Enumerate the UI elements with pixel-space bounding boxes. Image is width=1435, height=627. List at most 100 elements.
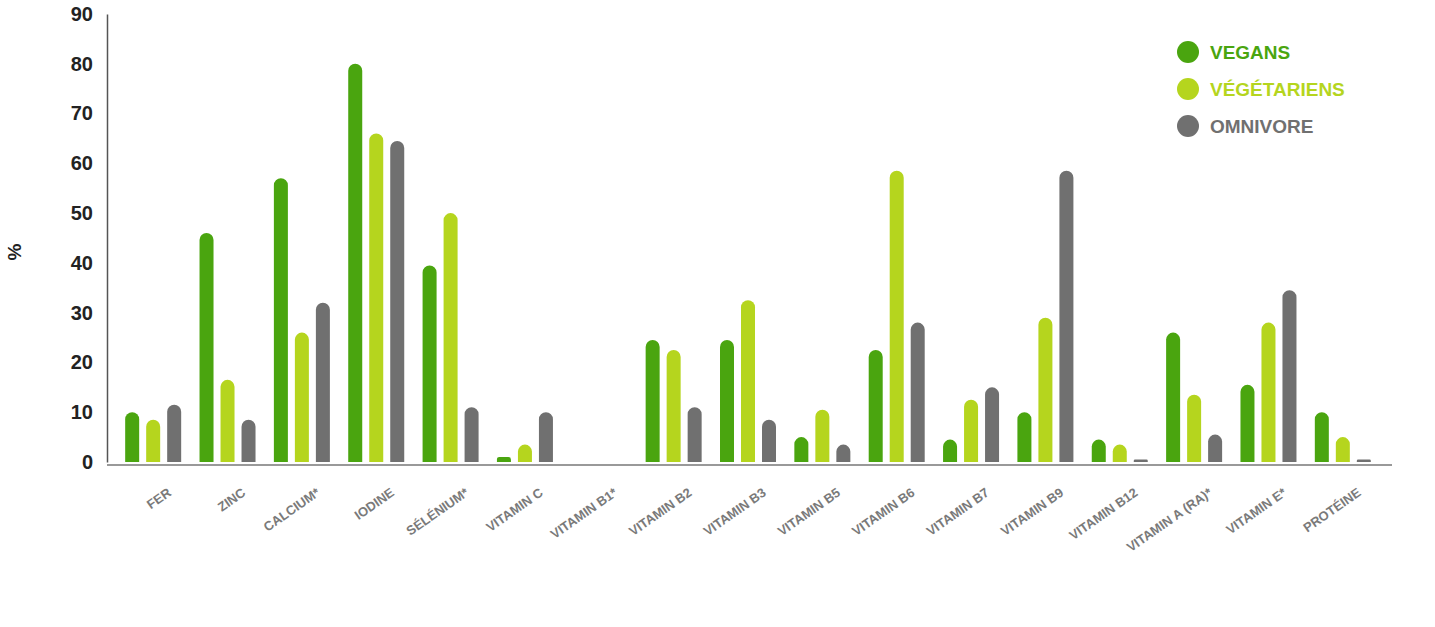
y-tick-label: 90: [71, 3, 93, 25]
bar: [1038, 318, 1052, 462]
x-tick: VITAMIN B6: [849, 465, 917, 539]
y-tick-label: 20: [71, 351, 93, 373]
x-tick-label: FER: [144, 484, 174, 512]
x-tick-label: VITAMIN B6: [849, 485, 917, 539]
bar: [423, 265, 437, 462]
y-tick-label: 50: [71, 202, 93, 224]
bar: [316, 303, 330, 462]
x-tick: VITAMIN B12: [1066, 465, 1140, 543]
x-tick-label: VITAMIN B1*: [548, 484, 621, 541]
x-tick: ZINC: [215, 465, 249, 515]
bar: [125, 412, 139, 462]
x-tick-label: IODINE: [352, 485, 398, 523]
bar: [274, 178, 288, 462]
bar: [794, 437, 808, 462]
bar: [667, 350, 681, 462]
y-tick: 80: [71, 53, 107, 75]
x-tick-label: SÉLÉNIUM*: [403, 484, 472, 538]
y-axis-line: [107, 15, 109, 463]
x-tick: VITAMIN B7: [924, 465, 992, 539]
chart: 0102030405060708090FERZINCCALCIUM*IODINE…: [0, 0, 1435, 627]
bar: [200, 233, 214, 462]
bar: [762, 420, 776, 462]
legend-label: VÉGÉTARIENS: [1210, 79, 1345, 100]
bar: [518, 445, 532, 462]
y-axis: 0102030405060708090: [71, 3, 108, 473]
bar: [1315, 412, 1329, 462]
x-tick-label: VITAMIN A (RA)*: [1124, 484, 1216, 555]
bar: [1240, 385, 1254, 462]
x-axis-line: [107, 464, 1392, 466]
bar: [1017, 412, 1031, 462]
bar: [295, 333, 309, 462]
x-tick-label: VITAMIN B5: [775, 485, 843, 539]
legend: VEGANS VÉGÉTARIENS OMNIVORE: [1177, 41, 1345, 137]
x-tick: VITAMIN B1*: [548, 465, 621, 542]
bar: [646, 340, 660, 462]
bars: [125, 64, 1371, 462]
legend-swatch: [1177, 78, 1199, 100]
legend-swatch: [1177, 115, 1199, 137]
x-tick: SÉLÉNIUM*: [403, 465, 472, 539]
x-tick-label: VITAMIN C: [483, 484, 546, 534]
y-tick-label: 60: [71, 152, 93, 174]
bar: [1187, 395, 1201, 462]
bar: [369, 133, 383, 462]
y-tick-label: 30: [71, 302, 93, 324]
bar: [890, 171, 904, 462]
y-tick: 90: [71, 3, 107, 25]
bar: [497, 457, 511, 462]
bar: [1336, 437, 1350, 462]
bar: [1357, 460, 1371, 462]
bar: [221, 380, 235, 462]
bar: [1059, 171, 1073, 462]
legend-label: VEGANS: [1210, 42, 1290, 63]
bar: [539, 412, 553, 462]
bar: [911, 323, 925, 462]
x-tick: VITAMIN C: [483, 465, 546, 535]
x-tick-label: PROTÉINE: [1300, 485, 1363, 536]
legend-swatch: [1177, 41, 1199, 63]
y-tick: 40: [71, 252, 107, 274]
x-tick-label: VITAMIN B2: [626, 485, 694, 539]
y-tick-label: 40: [71, 252, 93, 274]
y-tick: 30: [71, 302, 107, 324]
bar: [1092, 440, 1106, 462]
y-tick-label: 0: [82, 451, 93, 473]
y-tick-label: 70: [71, 102, 93, 124]
bar: [964, 400, 978, 462]
bar: [836, 445, 850, 462]
y-tick: 60: [71, 152, 107, 174]
bar: [242, 420, 256, 462]
bar: [985, 387, 999, 462]
bar: [146, 420, 160, 462]
x-tick-label: VITAMIN E*: [1223, 484, 1290, 537]
x-tick-label: VITAMIN B12: [1066, 485, 1140, 543]
x-tick: VITAMIN E*: [1223, 465, 1290, 537]
x-tick-label: ZINC: [215, 484, 249, 514]
bar: [741, 300, 755, 462]
bar: [815, 410, 829, 462]
x-tick-label: VITAMIN B3: [701, 485, 769, 539]
bar: [390, 141, 404, 462]
bar: [465, 407, 479, 462]
y-tick: 50: [71, 202, 107, 224]
x-tick-label: VITAMIN B9: [998, 485, 1066, 539]
y-tick: 70: [71, 102, 107, 124]
bar: [1282, 290, 1296, 462]
bar: [720, 340, 734, 462]
x-tick: VITAMIN A (RA)*: [1124, 465, 1216, 555]
x-tick: CALCIUM*: [261, 465, 324, 534]
x-tick-label: CALCIUM*: [261, 484, 324, 534]
x-tick-label: VITAMIN B7: [924, 485, 992, 539]
x-tick: VITAMIN B9: [998, 465, 1066, 539]
y-tick: 20: [71, 351, 107, 373]
x-tick: FER: [144, 465, 174, 512]
bar: [943, 440, 957, 462]
bar: [869, 350, 883, 462]
bar: [688, 407, 702, 462]
x-tick: VITAMIN B2: [626, 465, 694, 539]
bar: [444, 213, 458, 462]
bar: [348, 64, 362, 462]
legend-label: OMNIVORE: [1210, 116, 1313, 137]
